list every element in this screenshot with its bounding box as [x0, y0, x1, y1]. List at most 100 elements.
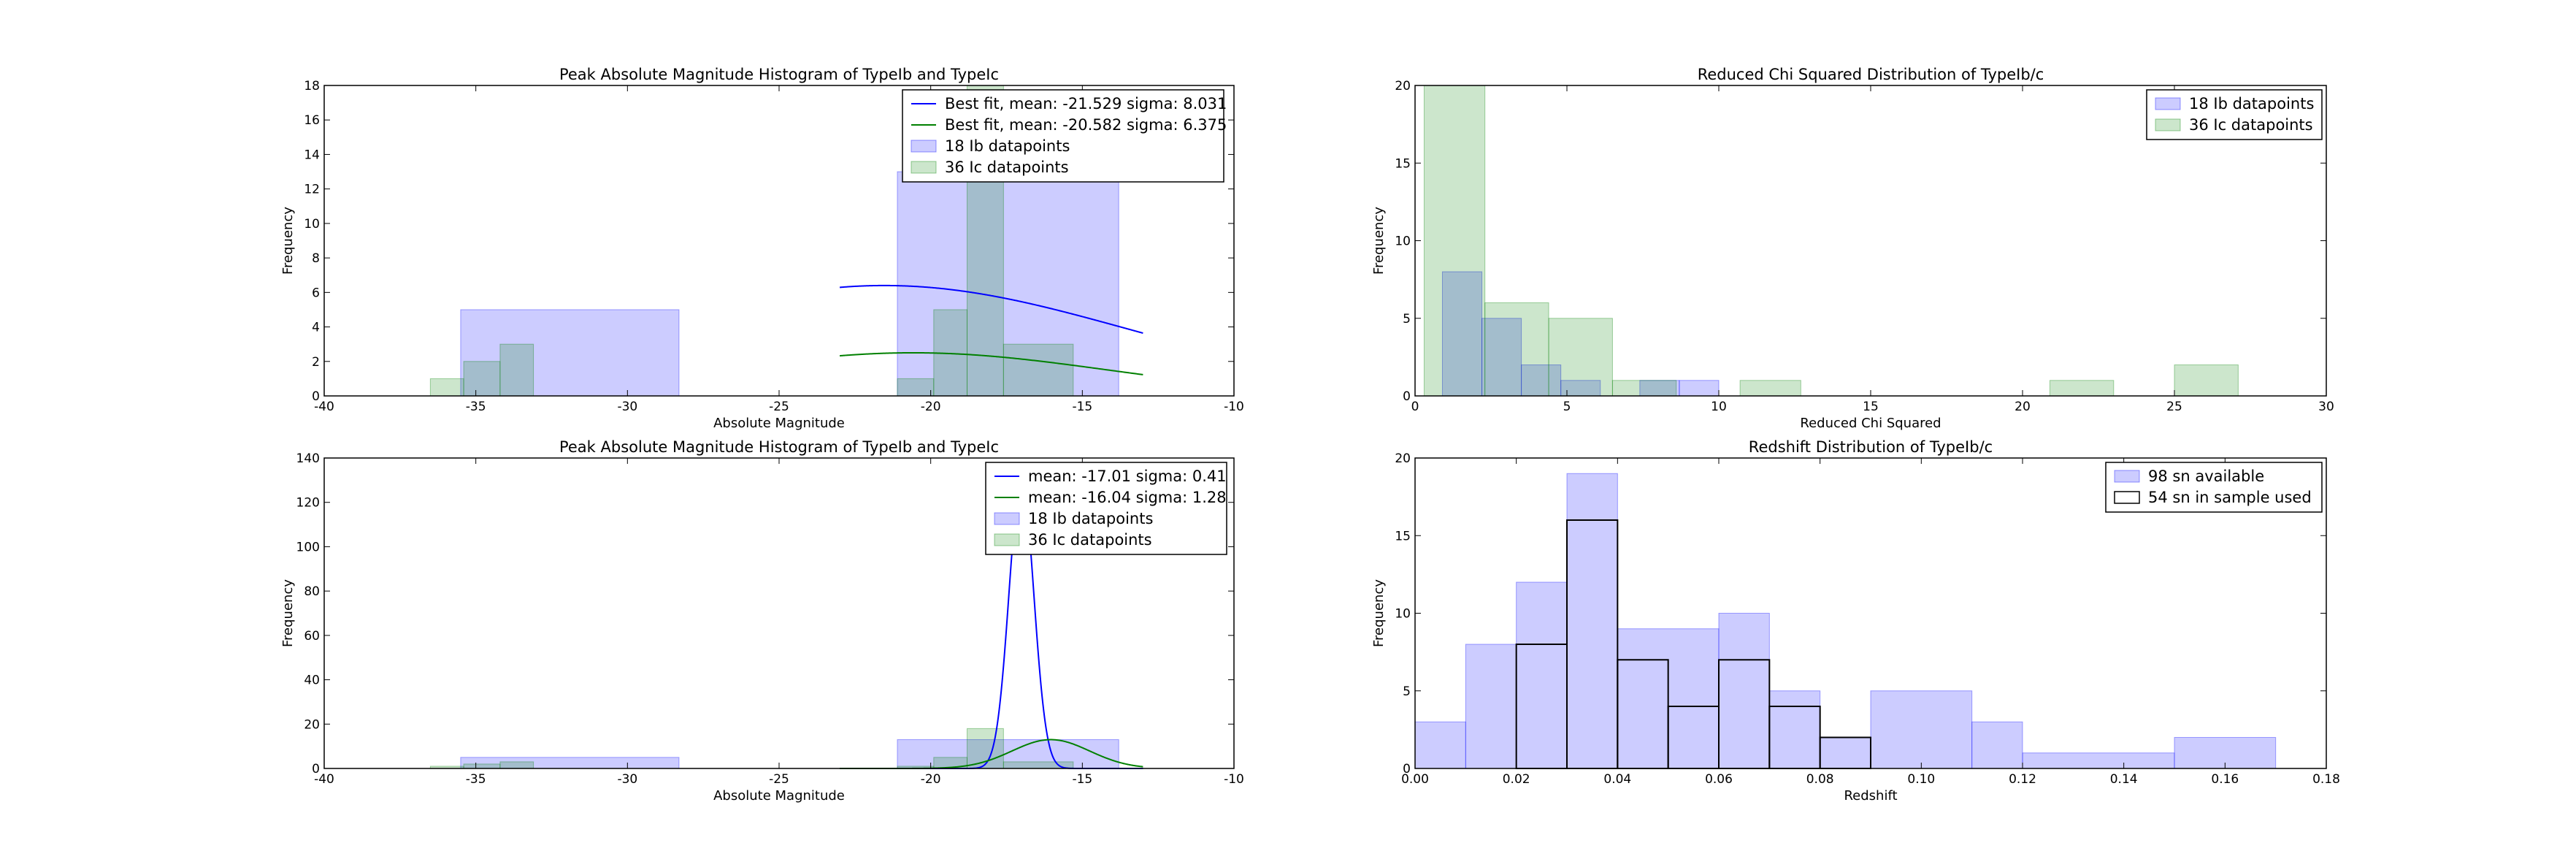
x-tick-label: -20	[921, 400, 941, 414]
y-axis-label: Frequency	[1371, 579, 1387, 647]
histogram-bar	[897, 378, 935, 397]
histogram-bar	[1465, 644, 1517, 769]
x-tick-label: 10	[1711, 400, 1727, 414]
y-axis-label: Frequency	[1371, 207, 1387, 275]
histogram-bar	[1441, 271, 1483, 397]
histogram-bar	[1870, 690, 1973, 769]
chart-title: Reduced Chi Squared Distribution of Type…	[1698, 66, 2044, 83]
y-tick-label: 60	[304, 629, 320, 644]
y-tick-label: 10	[304, 217, 320, 232]
x-tick-label: -40	[314, 400, 334, 414]
y-tick-label: 140	[296, 451, 320, 466]
x-tick-label: 0.02	[1503, 772, 1530, 787]
y-tick-label: 2	[312, 355, 320, 370]
y-tick-label: 15	[1395, 156, 1411, 171]
chart-title: Redshift Distribution of TypeIb/c	[1749, 438, 1993, 456]
legend-label: mean: -16.04 sigma: 1.28	[1028, 489, 1227, 506]
legend-outline-swatch	[2114, 491, 2140, 504]
x-axis-label: Absolute Magnitude	[713, 788, 845, 804]
x-tick-label: -15	[1072, 400, 1092, 414]
legend-patch-swatch	[994, 533, 1020, 546]
x-tick-label: 25	[2166, 400, 2182, 414]
histogram-bar	[1423, 85, 1486, 397]
histogram-bar	[1718, 613, 1770, 769]
legend-label: 36 Ic datapoints	[2189, 116, 2313, 134]
legend-label: Best fit, mean: -21.529 sigma: 8.031	[945, 95, 1227, 112]
legend-label: 18 Ib datapoints	[1028, 510, 1153, 527]
x-tick-label: -35	[466, 772, 486, 787]
x-tick-label: 0.16	[2211, 772, 2239, 787]
y-tick-label: 20	[1395, 79, 1411, 94]
legend-label: 36 Ic datapoints	[1028, 531, 1152, 549]
histogram-bar	[460, 309, 680, 397]
y-tick-label: 15	[1395, 529, 1411, 543]
histogram-bar	[1481, 318, 1522, 397]
fit-curve	[839, 351, 1143, 375]
x-axis-label: Redshift	[1844, 788, 1897, 804]
histogram-bar	[1739, 380, 1801, 397]
histogram-bar	[967, 728, 1004, 769]
y-tick-label: 10	[1395, 607, 1411, 622]
x-tick-label: -35	[466, 400, 486, 414]
x-tick-label: 0.00	[1401, 772, 1429, 787]
legend-label: 98 sn available	[2148, 468, 2264, 485]
x-tick-label: -10	[1224, 772, 1244, 787]
fit-curve	[839, 284, 1143, 334]
legend-patch-swatch	[911, 140, 937, 153]
histogram-bar	[463, 763, 501, 769]
x-tick-label: 0.08	[1806, 772, 1834, 787]
x-axis-label: Absolute Magnitude	[713, 416, 845, 431]
y-tick-label: 20	[1395, 451, 1411, 466]
y-tick-label: 10	[1395, 234, 1411, 249]
legend-patch-swatch	[994, 512, 1020, 525]
histogram-bar	[1516, 581, 1568, 769]
y-tick-label: 6	[312, 286, 320, 300]
x-tick-label: 15	[1863, 400, 1879, 414]
x-tick-label: 0.10	[1907, 772, 1935, 787]
y-tick-label: 40	[304, 673, 320, 688]
histogram-bar	[429, 378, 464, 397]
legend-label: 36 Ic datapoints	[945, 159, 1069, 176]
histogram-bar	[1971, 721, 2023, 769]
histogram-bar	[1611, 380, 1677, 397]
y-tick-label: 5	[1403, 312, 1411, 327]
y-axis-label: Frequency	[280, 207, 296, 275]
y-tick-label: 100	[296, 540, 320, 554]
legend-patch-swatch	[911, 161, 937, 174]
x-tick-label: 30	[2318, 400, 2334, 414]
legend-label: Best fit, mean: -20.582 sigma: 6.375	[945, 116, 1227, 134]
histogram-bar	[897, 739, 1119, 769]
histogram-bar	[1679, 380, 1720, 397]
x-tick-label: 0.18	[2312, 772, 2340, 787]
histogram-bar	[2049, 380, 2115, 397]
histogram-bar	[2174, 365, 2239, 397]
legend-label: mean: -17.01 sigma: 0.41	[1028, 468, 1227, 485]
y-tick-label: 4	[312, 321, 320, 335]
x-tick-label: 0.12	[2009, 772, 2036, 787]
x-tick-label: -20	[921, 772, 941, 787]
y-tick-label: 0	[312, 762, 320, 776]
chart-title: Peak Absolute Magnitude Histogram of Typ…	[559, 438, 999, 456]
x-tick-label: -25	[769, 772, 789, 787]
x-tick-label: -40	[314, 772, 334, 787]
x-tick-label: 0.04	[1603, 772, 1631, 787]
histogram-bar	[1003, 343, 1074, 397]
histogram-bar	[1768, 690, 1821, 769]
y-tick-label: 120	[296, 496, 320, 511]
histogram-bar	[463, 361, 501, 397]
legend-patch-swatch	[2114, 470, 2140, 483]
y-tick-label: 16	[304, 113, 320, 128]
x-tick-label: 0	[1411, 400, 1419, 414]
legend-label: 18 Ib datapoints	[2189, 95, 2314, 112]
legend-patch-swatch	[2155, 118, 2181, 131]
y-tick-label: 14	[304, 148, 320, 162]
histogram-bar	[1566, 473, 1618, 769]
x-tick-label: -25	[769, 400, 789, 414]
histogram-bar	[499, 343, 534, 397]
x-tick-label: -10	[1224, 400, 1244, 414]
legend-box	[985, 462, 1227, 555]
y-tick-label: 0	[1403, 762, 1411, 776]
x-tick-label: 0.06	[1705, 772, 1733, 787]
histogram-bar	[499, 761, 534, 769]
